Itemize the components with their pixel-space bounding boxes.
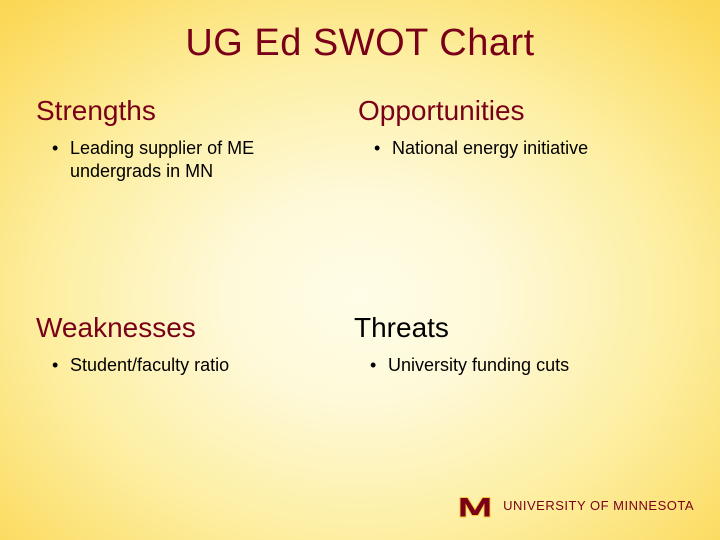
heading-opportunities: Opportunities <box>358 95 688 127</box>
list-strengths: Leading supplier of ME undergrads in MN <box>36 137 346 184</box>
list-item: Student/faculty ratio <box>48 354 346 377</box>
list-threats: University funding cuts <box>354 354 684 377</box>
heading-strengths: Strengths <box>36 95 346 127</box>
quadrant-weaknesses: Weaknesses Student/faculty ratio <box>36 312 346 383</box>
footer-logo: UNIVERSITY OF MINNESOTA <box>457 490 694 520</box>
list-item: Leading supplier of ME undergrads in MN <box>48 137 346 184</box>
quadrant-strengths: Strengths Leading supplier of ME undergr… <box>36 95 346 190</box>
list-item: University funding cuts <box>366 354 684 377</box>
list-item: National energy initiative <box>370 137 688 160</box>
quadrant-threats: Threats University funding cuts <box>354 312 684 383</box>
quadrant-opportunities: Opportunities National energy initiative <box>358 95 688 166</box>
slide-title: UG Ed SWOT Chart <box>0 22 720 65</box>
slide: UG Ed SWOT Chart Strengths Leading suppl… <box>0 0 720 540</box>
heading-weaknesses: Weaknesses <box>36 312 346 344</box>
logo-text: UNIVERSITY OF MINNESOTA <box>503 498 694 513</box>
heading-threats: Threats <box>354 312 684 344</box>
list-opportunities: National energy initiative <box>358 137 688 160</box>
list-weaknesses: Student/faculty ratio <box>36 354 346 377</box>
logo-m-icon <box>457 490 493 520</box>
